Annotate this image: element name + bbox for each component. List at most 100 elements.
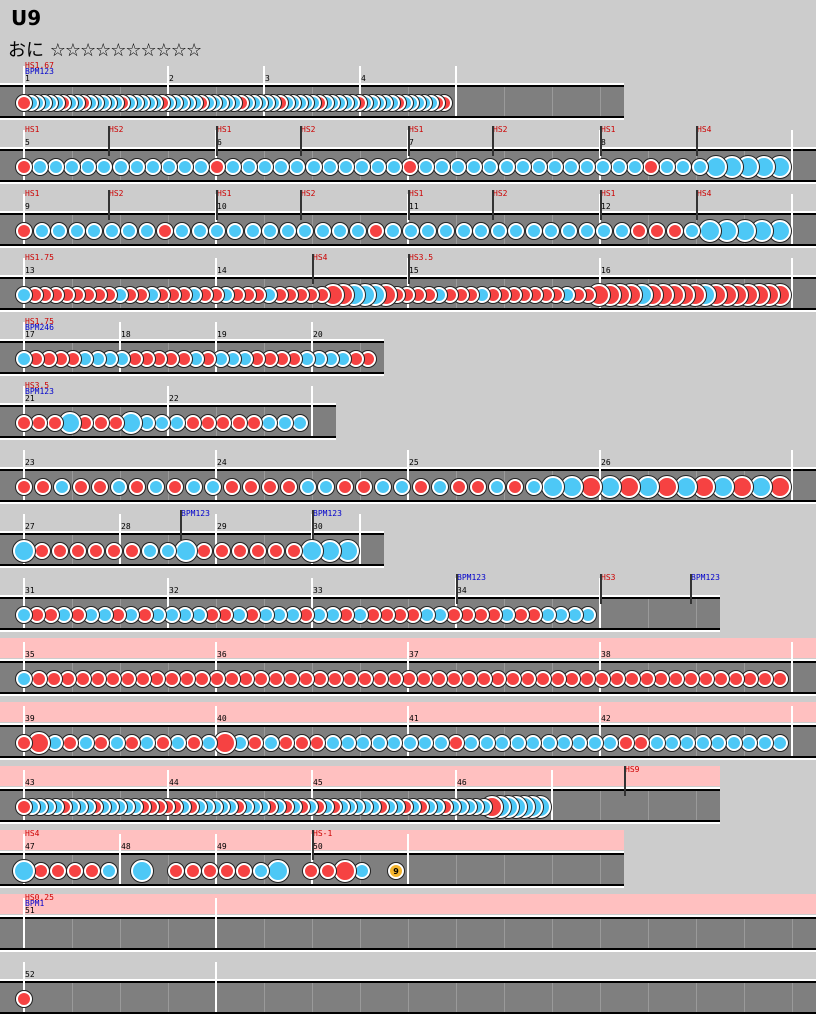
measure-number: 36 — [217, 650, 227, 659]
ka-note — [128, 158, 145, 175]
ka-note — [305, 158, 322, 175]
bar-line — [23, 322, 25, 372]
ka-note — [160, 158, 177, 175]
event-marker — [600, 126, 602, 156]
beat-line — [696, 791, 697, 820]
don-note — [742, 670, 759, 687]
scroll-speed-label: HS1 — [601, 126, 616, 134]
don-note — [247, 734, 264, 751]
bar-line — [167, 66, 169, 116]
ka-note — [664, 734, 680, 751]
measure-number: 27 — [25, 522, 35, 531]
bar-line — [599, 258, 601, 308]
ka-note — [578, 222, 595, 239]
bar-line — [455, 66, 457, 116]
don-note — [564, 670, 581, 687]
don-note — [108, 414, 124, 431]
bar-line — [23, 642, 25, 692]
ka-note — [394, 478, 410, 495]
big-ka-note — [712, 475, 735, 498]
beat-line — [792, 919, 793, 948]
don-note — [88, 542, 104, 559]
don-note — [505, 670, 522, 687]
ka-note — [176, 158, 193, 175]
don-note — [16, 478, 32, 495]
ka-note — [318, 478, 335, 495]
ka-note — [261, 414, 278, 431]
ka-note — [53, 478, 70, 495]
ka-note — [297, 222, 314, 239]
big-ka-note — [542, 475, 565, 498]
ka-note — [772, 734, 788, 751]
measure-number: 2 — [169, 74, 174, 83]
bar-line — [791, 642, 793, 692]
ka-note — [539, 606, 556, 623]
bpm-label: BPM123 — [181, 510, 210, 518]
bar-line — [119, 322, 121, 372]
measure-number: 38 — [601, 650, 611, 659]
don-note — [638, 670, 655, 687]
ka-note — [139, 222, 156, 239]
don-note — [450, 478, 467, 495]
measure-number: 28 — [121, 522, 131, 531]
ka-note — [289, 158, 306, 175]
don-note — [460, 670, 477, 687]
don-note — [31, 414, 48, 431]
ka-note — [571, 734, 588, 751]
don-note — [92, 414, 109, 431]
ka-note — [16, 606, 32, 623]
scroll-speed-label: HS2 — [109, 190, 124, 198]
measure-number: 4 — [361, 74, 366, 83]
ka-note — [627, 158, 644, 175]
ka-note — [170, 734, 187, 751]
difficulty-label: おに — [8, 40, 44, 61]
scroll-speed-label: HS1.67 — [25, 62, 54, 70]
measure-number: 41 — [409, 714, 419, 723]
scroll-speed-label: HS3.5 — [409, 254, 434, 262]
ka-note — [386, 734, 403, 751]
chart-row: 13 14 15 16 HS1.75 HS4 HS3.5 — [0, 254, 816, 312]
ka-note — [595, 158, 612, 175]
event-marker — [456, 574, 458, 604]
measure-number: 16 — [601, 266, 611, 275]
scroll-speed-label: HS3.5 — [25, 382, 50, 390]
measure-number: 9 — [25, 202, 30, 211]
bar-line — [119, 514, 121, 564]
bar-line — [119, 834, 121, 884]
scroll-speed-label: HS2 — [301, 126, 316, 134]
beat-line — [696, 983, 697, 1012]
measure-number: 33 — [313, 586, 323, 595]
bar-line — [167, 386, 169, 436]
ka-note — [455, 222, 472, 239]
beat-line — [696, 919, 697, 948]
beat-line — [792, 983, 793, 1012]
measure-number: 30 — [313, 522, 323, 531]
don-note — [16, 798, 32, 815]
ka-note — [526, 478, 543, 495]
gogo-band — [0, 894, 816, 914]
ka-note — [144, 158, 161, 175]
ka-note — [324, 734, 341, 751]
don-note — [60, 670, 77, 687]
big-don-note — [617, 475, 640, 498]
measure-number: 15 — [409, 266, 419, 275]
bar-line — [23, 834, 25, 884]
scroll-speed-label: HS1 — [409, 126, 424, 134]
ka-note — [543, 222, 560, 239]
don-note — [124, 734, 140, 751]
measure-number: 48 — [121, 842, 131, 851]
big-don-note — [655, 475, 678, 498]
ka-note — [321, 158, 338, 175]
bar-line — [599, 706, 601, 756]
ka-note — [385, 158, 402, 175]
scroll-speed-label: HS4 — [697, 190, 712, 198]
don-note — [218, 862, 235, 879]
ka-note — [112, 158, 129, 175]
ka-note — [684, 222, 701, 239]
ka-note — [385, 222, 402, 239]
don-note — [32, 862, 49, 879]
don-note — [45, 670, 62, 687]
beat-line — [312, 919, 313, 948]
chart-row: 27 28 29 30 BPM123 BPM123 — [0, 510, 816, 568]
don-note — [653, 670, 670, 687]
